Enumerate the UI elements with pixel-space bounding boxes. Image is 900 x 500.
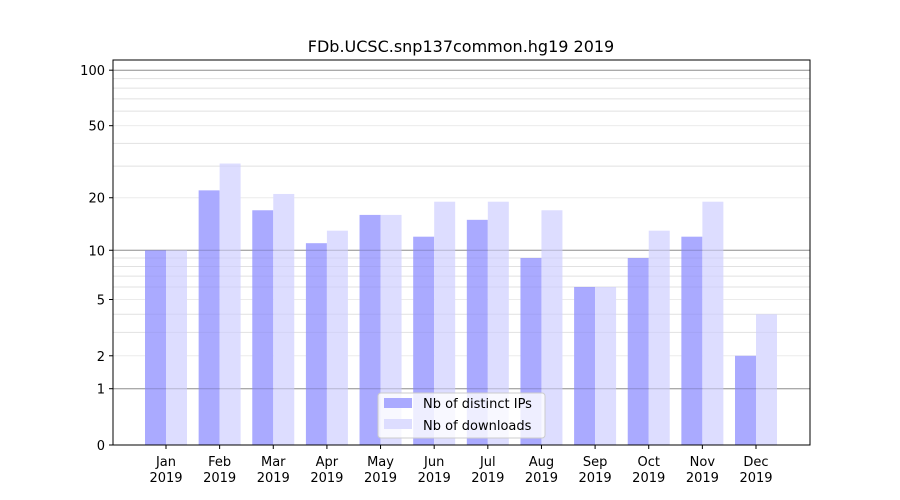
bar-distinct-ips-nov <box>681 236 703 445</box>
legend-swatch-distinct-ips <box>384 398 412 408</box>
y-tick-label: 20 <box>88 192 105 207</box>
y-tick-label: 1 <box>97 383 105 398</box>
bars <box>113 69 810 445</box>
legend-swatch-downloads <box>384 419 412 429</box>
x-tick-label-month: Mar <box>261 455 286 470</box>
chart-title: FDb.UCSC.snp137common.hg19 2019 <box>308 37 614 56</box>
bar-downloads-jun <box>434 201 456 445</box>
x-axis: Jan2019Feb2019Mar2019Apr2019May2019Jun20… <box>149 445 773 486</box>
x-tick-label-month: Sep <box>583 455 608 470</box>
x-tick-label-month: Dec <box>743 455 768 470</box>
x-tick-label-year: 2019 <box>257 471 290 486</box>
x-tick-label-year: 2019 <box>310 471 343 486</box>
bar-distinct-ips-jan <box>145 250 166 445</box>
bar-downloads-nov <box>702 201 724 445</box>
bar-downloads-apr <box>326 230 348 445</box>
bar-downloads-may <box>380 214 402 445</box>
bar-downloads-sep <box>595 286 617 445</box>
x-tick-label-month: Jan <box>155 455 176 470</box>
bar-downloads-mar <box>273 193 295 445</box>
x-tick-label-year: 2019 <box>364 471 397 486</box>
x-tick-label-month: Jul <box>479 455 496 470</box>
y-tick-label: 2 <box>97 350 105 365</box>
y-tick-label: 100 <box>80 64 105 79</box>
bar-downloads-jan <box>166 250 187 445</box>
y-tick-label: 10 <box>88 244 105 259</box>
x-tick-label-month: Oct <box>637 455 659 470</box>
x-tick-label-month: Jun <box>423 455 444 470</box>
bar-distinct-ips-mar <box>252 210 274 445</box>
x-tick-label-year: 2019 <box>686 471 719 486</box>
bar-distinct-ips-apr <box>305 243 327 445</box>
x-tick-label-month: Apr <box>316 455 339 470</box>
y-tick-label: 50 <box>88 120 105 135</box>
y-tick-label: 5 <box>97 293 105 308</box>
legend-box <box>377 392 546 439</box>
x-tick-label-year: 2019 <box>203 471 236 486</box>
bar-distinct-ips-jul <box>466 219 488 445</box>
x-tick-label-month: Nov <box>690 455 716 470</box>
x-tick-label-year: 2019 <box>739 471 772 486</box>
bar-downloads-feb <box>219 163 241 445</box>
legend-label-downloads: Nb of downloads <box>423 419 532 434</box>
bar-distinct-ips-may <box>359 214 381 445</box>
bar-downloads-aug <box>541 210 563 445</box>
x-tick-label-year: 2019 <box>632 471 665 486</box>
y-axis: 0 1 2 5 10 20 50 100 <box>80 64 113 454</box>
x-tick-label-month: May <box>367 455 394 470</box>
y-tick-label: 0 <box>97 439 105 454</box>
x-tick-label-year: 2019 <box>471 471 504 486</box>
bar-distinct-ips-dec <box>735 355 756 445</box>
axes-frame <box>112 59 811 446</box>
bar-downloads-dec <box>756 314 777 445</box>
x-tick-label-year: 2019 <box>418 471 451 486</box>
bar-downloads-oct <box>648 230 670 445</box>
bar-distinct-ips-feb <box>198 190 220 445</box>
legend: Nb of distinct IPs Nb of downloads <box>377 392 546 439</box>
bar-downloads-jul <box>487 201 509 445</box>
x-tick-label-month: Aug <box>529 455 554 470</box>
legend-label-distinct-ips: Nb of distinct IPs <box>423 397 532 412</box>
bar-distinct-ips-oct <box>627 258 649 445</box>
x-tick-label-year: 2019 <box>579 471 612 486</box>
x-tick-label-year: 2019 <box>525 471 558 486</box>
x-tick-label-month: Feb <box>208 455 231 470</box>
bar-distinct-ips-sep <box>574 286 596 445</box>
x-tick-label-year: 2019 <box>149 471 182 486</box>
